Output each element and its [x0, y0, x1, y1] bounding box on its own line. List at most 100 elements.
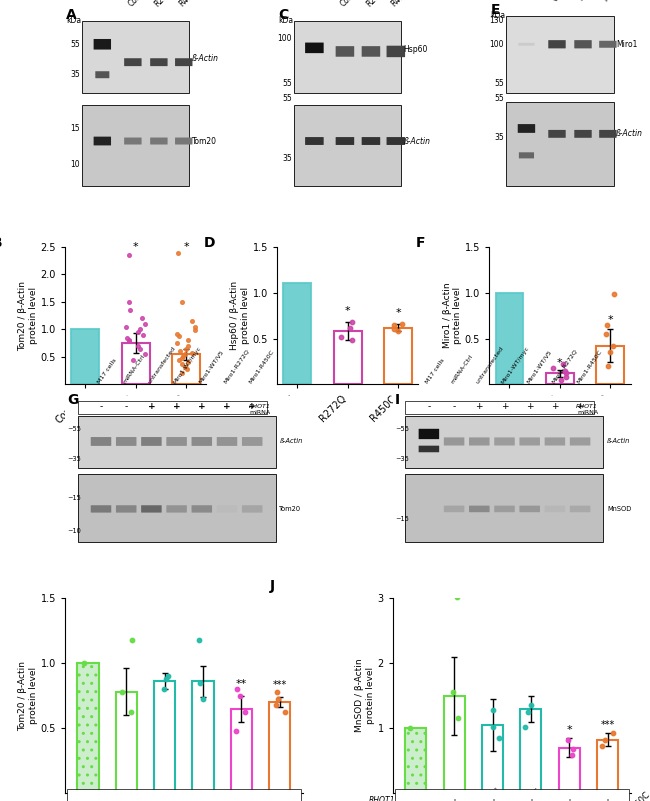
- Point: [601, 328, 611, 340]
- Text: R450C: R450C: [601, 0, 626, 3]
- Point: [605, 346, 616, 359]
- Bar: [520, 709, 541, 793]
- Point: [231, 682, 242, 695]
- FancyBboxPatch shape: [94, 137, 111, 146]
- Point: [346, 334, 357, 347]
- Bar: [334, 331, 361, 384]
- FancyBboxPatch shape: [387, 137, 405, 145]
- FancyBboxPatch shape: [192, 437, 212, 446]
- FancyBboxPatch shape: [175, 138, 192, 144]
- Text: R272Q: R272Q: [153, 0, 177, 9]
- Point: [488, 720, 499, 733]
- Text: *: *: [345, 307, 350, 316]
- FancyBboxPatch shape: [549, 40, 566, 48]
- Text: untransfected: untransfected: [475, 345, 504, 384]
- Point: [159, 682, 170, 695]
- FancyBboxPatch shape: [116, 437, 136, 446]
- Text: Miro1-WT/V5: Miro1-WT/V5: [198, 349, 224, 384]
- Text: A: A: [66, 9, 77, 22]
- Text: Control: Control: [551, 0, 577, 3]
- Bar: [597, 740, 618, 793]
- Point: [599, 734, 610, 747]
- Point: [190, 320, 201, 333]
- Text: -: -: [427, 402, 430, 412]
- Point: [175, 345, 185, 358]
- Text: ~15: ~15: [395, 517, 409, 522]
- Text: **: **: [236, 679, 247, 689]
- Bar: [269, 702, 290, 793]
- Point: [556, 373, 566, 386]
- Point: [133, 340, 143, 352]
- Bar: [154, 682, 176, 793]
- Text: Control: Control: [127, 0, 153, 9]
- Point: [172, 328, 183, 340]
- Point: [389, 318, 399, 331]
- Text: *: *: [395, 308, 401, 318]
- Bar: [482, 725, 503, 793]
- FancyBboxPatch shape: [361, 46, 380, 57]
- Text: MnSOD: MnSOD: [607, 506, 631, 512]
- Text: ~55: ~55: [395, 426, 409, 433]
- Text: 100: 100: [489, 40, 504, 49]
- Bar: [72, 329, 99, 384]
- Text: 35: 35: [494, 133, 504, 142]
- Text: R272Q: R272Q: [577, 0, 601, 3]
- Point: [181, 363, 192, 376]
- Bar: [77, 663, 99, 793]
- FancyBboxPatch shape: [519, 505, 540, 512]
- Text: G: G: [67, 393, 78, 408]
- Text: +: +: [223, 402, 231, 412]
- FancyBboxPatch shape: [519, 152, 534, 159]
- Point: [558, 358, 568, 371]
- Bar: [506, 15, 614, 93]
- FancyBboxPatch shape: [305, 42, 324, 53]
- Text: kDa: kDa: [278, 17, 293, 26]
- FancyBboxPatch shape: [166, 505, 187, 513]
- Text: Tom20: Tom20: [280, 506, 302, 512]
- Point: [181, 342, 192, 355]
- Text: 55: 55: [282, 94, 292, 103]
- Text: miRNA: miRNA: [249, 410, 270, 415]
- Text: R272Q: R272Q: [365, 0, 389, 9]
- Text: Miro1-R272Q: Miro1-R272Q: [223, 348, 250, 384]
- Text: ß-Actin: ß-Actin: [192, 54, 218, 63]
- Point: [560, 367, 571, 380]
- Point: [607, 340, 618, 352]
- Bar: [506, 102, 614, 186]
- Point: [198, 693, 209, 706]
- Point: [520, 720, 530, 733]
- Point: [128, 353, 138, 366]
- FancyBboxPatch shape: [545, 505, 565, 512]
- Point: [172, 336, 182, 349]
- FancyBboxPatch shape: [305, 137, 324, 145]
- Point: [135, 323, 145, 336]
- Text: +: +: [173, 402, 181, 412]
- FancyBboxPatch shape: [335, 46, 354, 57]
- Point: [187, 315, 198, 328]
- Bar: [82, 105, 189, 186]
- FancyBboxPatch shape: [124, 58, 142, 66]
- Point: [393, 324, 404, 337]
- FancyBboxPatch shape: [242, 505, 263, 513]
- Point: [448, 686, 458, 698]
- Bar: [406, 474, 603, 542]
- Bar: [82, 21, 189, 93]
- Text: B: B: [0, 235, 2, 250]
- Text: RHOT1: RHOT1: [248, 404, 270, 409]
- Bar: [406, 416, 603, 469]
- FancyBboxPatch shape: [150, 58, 168, 66]
- Point: [140, 317, 150, 330]
- Text: Miro1-R272Q: Miro1-R272Q: [569, 789, 614, 801]
- Text: 35: 35: [282, 155, 292, 163]
- Text: R450C: R450C: [389, 0, 413, 9]
- Bar: [231, 709, 252, 793]
- Point: [271, 698, 281, 711]
- Text: miRNA: miRNA: [577, 410, 598, 415]
- Text: 55: 55: [494, 79, 504, 88]
- Text: untransfected: untransfected: [148, 345, 177, 384]
- Text: +: +: [551, 402, 558, 412]
- Text: 35: 35: [70, 70, 80, 79]
- Bar: [444, 695, 465, 793]
- Text: I: I: [395, 393, 400, 408]
- Bar: [172, 354, 200, 384]
